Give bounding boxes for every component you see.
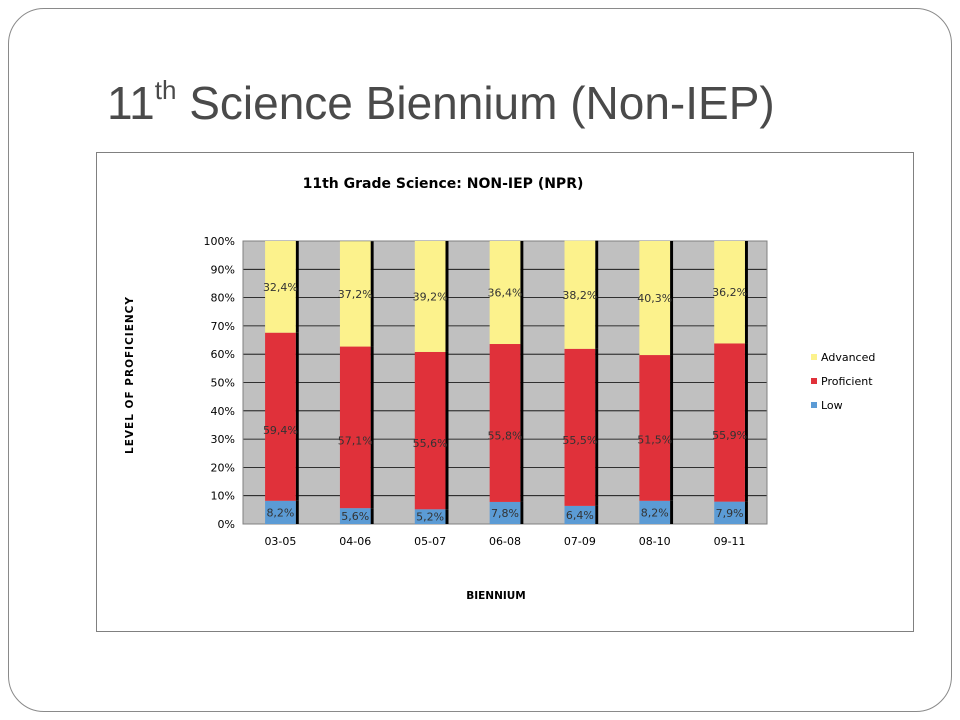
bar-segment-advanced (714, 241, 745, 344)
bar-segment-advanced (339, 241, 371, 347)
data-label: 51,5% (637, 434, 672, 447)
data-label: 37,2% (338, 288, 373, 301)
bar-shadow (744, 501, 748, 524)
legend-swatch (811, 354, 817, 360)
legend-swatch (811, 378, 817, 384)
bar-segment-proficient (564, 348, 596, 506)
bar-shadow (445, 351, 449, 510)
stacked-bar-chart: 11th Grade Science: NON-IEP (NPR) LEVEL … (124, 176, 875, 602)
bar-shadow (595, 240, 599, 349)
bar-segment-proficient (339, 346, 371, 509)
slide-title-main: 11 (107, 77, 155, 129)
bar-segment-advanced (489, 241, 521, 345)
data-label: 7,9% (716, 507, 744, 520)
y-tick-label: 20% (211, 461, 235, 474)
y-tick-label: 80% (211, 292, 235, 305)
data-label: 6,4% (566, 509, 594, 522)
bar-shadow (595, 348, 599, 506)
bar-shadow (370, 508, 374, 524)
bar-shadow (520, 344, 524, 502)
y-tick-label: 100% (204, 235, 235, 248)
bar-shadow (744, 343, 748, 502)
y-tick-label: 90% (211, 263, 235, 276)
data-label: 59,4% (263, 424, 298, 437)
x-tick-label: 07-09 (564, 535, 596, 548)
data-label: 55,6% (413, 437, 448, 450)
bar-shadow (295, 332, 299, 501)
data-label: 5,6% (341, 510, 369, 523)
x-tick-label: 08-10 (639, 535, 671, 548)
bar-segment-proficient (414, 351, 446, 510)
x-tick-label: 09-11 (714, 535, 746, 548)
data-label: 39,2% (413, 290, 448, 303)
legend-swatch (811, 402, 817, 408)
x-axis-title: BIENNIUM (466, 590, 526, 602)
y-tick-label: 50% (211, 377, 235, 390)
x-tick-label: 06-08 (489, 535, 521, 548)
y-tick-label: 60% (211, 348, 235, 361)
data-label: 32,4% (263, 281, 298, 294)
bar-shadow (295, 241, 299, 333)
bar-shadow (670, 241, 674, 356)
slide-title-superscript: th (154, 75, 177, 105)
bar-shadow (370, 241, 374, 347)
bar-segment-proficient (265, 332, 296, 501)
bar-shadow (670, 355, 674, 501)
bar-shadow (595, 505, 599, 524)
bar-segment-low (489, 501, 521, 524)
bar-segment-low (265, 500, 296, 524)
legend-label: Low (821, 399, 843, 412)
bar-segment-advanced (265, 241, 296, 333)
slide-title-rest: Science Biennium (Non-IEP) (176, 77, 775, 129)
bar-shadow (295, 500, 299, 524)
data-label: 40,3% (637, 292, 672, 305)
bar-shadow (520, 241, 524, 345)
plot-area: 0% 10% 20% 30% 40% 50% 60% 70% 80% 90% 100% 8,2% 59,… (204, 235, 768, 548)
x-tick-label: 04-06 (339, 535, 371, 548)
data-label: 36,4% (488, 287, 523, 300)
bar-segment-advanced (414, 241, 446, 352)
data-label: 57,1% (338, 434, 373, 447)
legend-label: Advanced (821, 351, 875, 364)
bar-shadow (370, 346, 374, 509)
data-label: 8,2% (266, 506, 294, 519)
data-label: 55,5% (562, 434, 597, 447)
y-axis-title: LEVEL OF PROFICIENCY (124, 296, 136, 454)
y-tick-label: 0% (218, 518, 235, 531)
data-label: 36,2% (712, 286, 747, 299)
data-label: 38,2% (562, 289, 597, 302)
y-tick-label: 10% (211, 490, 235, 503)
data-label: 8,2% (641, 506, 669, 519)
legend-label: Proficient (821, 375, 873, 388)
bar-segment-proficient (714, 343, 745, 502)
bar-shadow (445, 241, 449, 352)
y-tick-label: 70% (211, 320, 235, 333)
bar-segment-proficient (639, 355, 671, 501)
bar-shadow (445, 509, 449, 524)
data-label: 5,2% (416, 511, 444, 524)
legend: Advanced Proficient Low (811, 351, 875, 412)
x-tick-label: 05-07 (414, 535, 446, 548)
bar-segment-low (639, 500, 671, 524)
y-tick-label: 40% (211, 405, 235, 418)
bar-segment-advanced (639, 241, 671, 356)
y-tick-label: 30% (211, 433, 235, 446)
chart-container: 11th Grade Science: NON-IEP (NPR) LEVEL … (96, 152, 914, 632)
data-label: 55,8% (488, 430, 523, 443)
bar-segment-proficient (489, 344, 521, 502)
chart-title: 11th Grade Science: NON-IEP (NPR) (303, 176, 584, 192)
bar-shadow (670, 500, 674, 524)
x-tick-label: 03-05 (264, 535, 296, 548)
bar-segment-advanced (564, 240, 596, 349)
data-label: 7,8% (491, 507, 519, 520)
data-label: 55,9% (712, 429, 747, 442)
bar-segment-low (339, 508, 371, 524)
bar-segment-low (414, 509, 446, 524)
bar-shadow (744, 241, 748, 344)
bar-shadow (520, 501, 524, 524)
bar-segment-low (714, 501, 745, 524)
bar-segment-low (564, 505, 596, 524)
slide-title: 11th Science Biennium (Non-IEP) (107, 75, 775, 129)
